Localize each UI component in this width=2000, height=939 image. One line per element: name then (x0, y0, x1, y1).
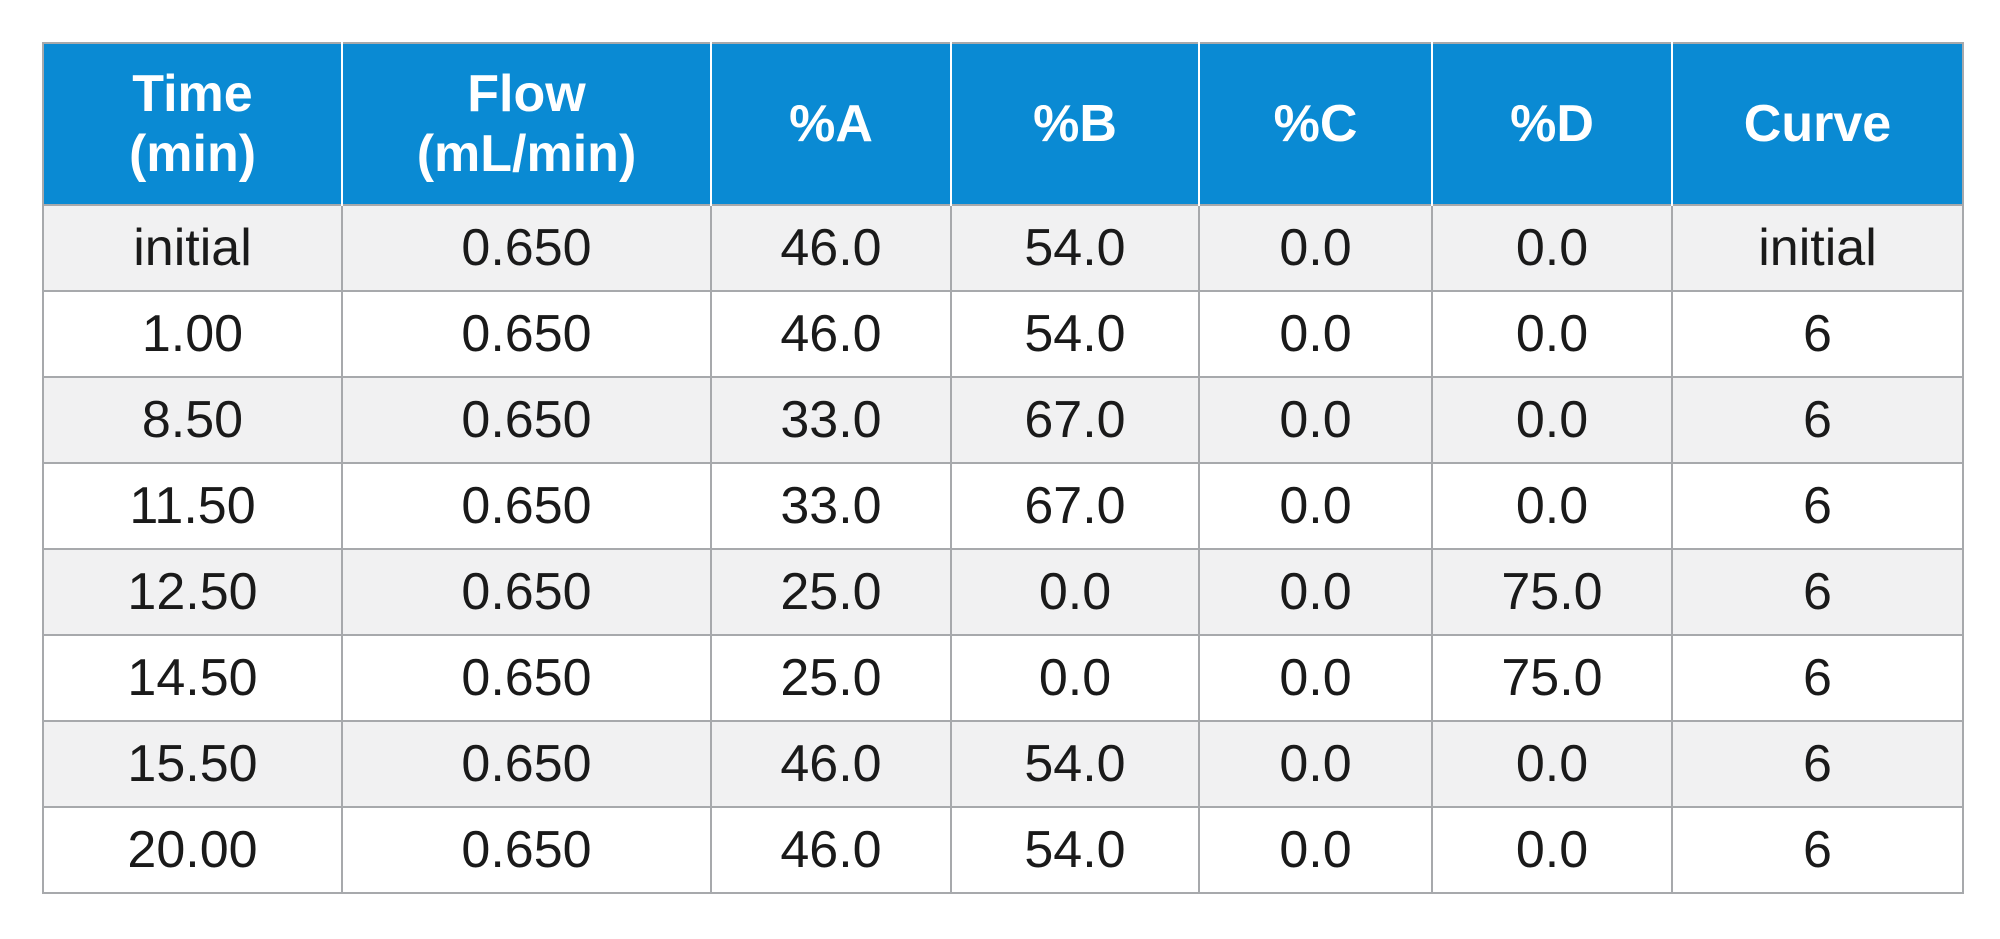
table-row: 11.50 0.650 33.0 67.0 0.0 0.0 6 (42, 462, 1964, 550)
cell-percent-a: 25.0 (710, 548, 952, 636)
cell-percent-a: 46.0 (710, 720, 952, 808)
table-row: 1.00 0.650 46.0 54.0 0.0 0.0 6 (42, 290, 1964, 378)
table-row: 8.50 0.650 33.0 67.0 0.0 0.0 6 (42, 376, 1964, 464)
table-body: initial 0.650 46.0 54.0 0.0 0.0 initial … (42, 204, 1964, 894)
cell-percent-c: 0.0 (1198, 462, 1433, 550)
cell-percent-d: 0.0 (1431, 462, 1673, 550)
cell-percent-d: 0.0 (1431, 806, 1673, 894)
cell-time: 11.50 (42, 462, 343, 550)
header-flow: Flow (mL/min) (341, 43, 712, 205)
cell-percent-b: 67.0 (950, 376, 1200, 464)
header-time: Time (min) (43, 43, 343, 205)
header-curve-label: Curve (1743, 95, 1892, 153)
cell-percent-a: 46.0 (710, 204, 952, 292)
cell-percent-b: 54.0 (950, 290, 1200, 378)
cell-percent-b: 0.0 (950, 548, 1200, 636)
cell-percent-c: 0.0 (1198, 634, 1433, 722)
cell-percent-b: 54.0 (950, 720, 1200, 808)
table-row: initial 0.650 46.0 54.0 0.0 0.0 initial (42, 204, 1964, 292)
header-curve: Curve (1671, 43, 1963, 205)
header-percent-d: %D (1431, 43, 1673, 205)
cell-curve: initial (1671, 204, 1964, 292)
table-header: Time (min) Flow (mL/min) %A %B %C %D (43, 43, 1963, 205)
cell-percent-a: 25.0 (710, 634, 952, 722)
cell-curve: 6 (1671, 548, 1964, 636)
table-row: 14.50 0.650 25.0 0.0 0.0 75.0 6 (42, 634, 1964, 722)
cell-percent-a: 33.0 (710, 376, 952, 464)
header-flow-unit: (mL/min) (416, 125, 637, 183)
gradient-table: Time (min) Flow (mL/min) %A %B %C %D (42, 42, 1964, 894)
cell-curve: 6 (1671, 806, 1964, 894)
header-percent-b-label: %B (1033, 95, 1117, 153)
cell-time: 15.50 (42, 720, 343, 808)
cell-percent-c: 0.0 (1198, 548, 1433, 636)
cell-time: 14.50 (42, 634, 343, 722)
cell-percent-d: 0.0 (1431, 376, 1673, 464)
cell-percent-c: 0.0 (1198, 204, 1433, 292)
header-flow-label: Flow (467, 65, 586, 123)
cell-time: 12.50 (42, 548, 343, 636)
cell-flow: 0.650 (341, 720, 712, 808)
cell-time: 20.00 (42, 806, 343, 894)
cell-percent-d: 0.0 (1431, 720, 1673, 808)
cell-flow: 0.650 (341, 634, 712, 722)
cell-percent-b: 54.0 (950, 806, 1200, 894)
cell-percent-a: 46.0 (710, 290, 952, 378)
cell-percent-b: 0.0 (950, 634, 1200, 722)
cell-percent-d: 75.0 (1431, 548, 1673, 636)
header-time-label: Time (132, 65, 253, 123)
header-percent-c-label: %C (1273, 95, 1358, 153)
cell-percent-b: 54.0 (950, 204, 1200, 292)
gradient-table-container: Time (min) Flow (mL/min) %A %B %C %D (42, 42, 1964, 894)
table-row: 20.00 0.650 46.0 54.0 0.0 0.0 6 (42, 806, 1964, 894)
cell-curve: 6 (1671, 376, 1964, 464)
header-percent-c: %C (1198, 43, 1433, 205)
cell-percent-c: 0.0 (1198, 806, 1433, 894)
cell-percent-d: 0.0 (1431, 204, 1673, 292)
cell-percent-a: 33.0 (710, 462, 952, 550)
header-percent-b: %B (950, 43, 1200, 205)
cell-percent-c: 0.0 (1198, 720, 1433, 808)
cell-curve: 6 (1671, 720, 1964, 808)
cell-time: 1.00 (42, 290, 343, 378)
header-percent-d-label: %D (1510, 95, 1594, 153)
cell-flow: 0.650 (341, 806, 712, 894)
header-row: Time (min) Flow (mL/min) %A %B %C %D (43, 43, 1963, 205)
table-row: 15.50 0.650 46.0 54.0 0.0 0.0 6 (42, 720, 1964, 808)
header-time-unit: (min) (128, 125, 257, 183)
cell-percent-d: 0.0 (1431, 290, 1673, 378)
cell-percent-d: 75.0 (1431, 634, 1673, 722)
header-percent-a: %A (710, 43, 952, 205)
cell-percent-c: 0.0 (1198, 376, 1433, 464)
cell-flow: 0.650 (341, 376, 712, 464)
cell-curve: 6 (1671, 290, 1964, 378)
cell-flow: 0.650 (341, 204, 712, 292)
cell-flow: 0.650 (341, 462, 712, 550)
cell-flow: 0.650 (341, 548, 712, 636)
cell-percent-b: 67.0 (950, 462, 1200, 550)
cell-flow: 0.650 (341, 290, 712, 378)
cell-curve: 6 (1671, 462, 1964, 550)
cell-curve: 6 (1671, 634, 1964, 722)
cell-time: 8.50 (42, 376, 343, 464)
header-percent-a-label: %A (789, 95, 873, 153)
table-row: 12.50 0.650 25.0 0.0 0.0 75.0 6 (42, 548, 1964, 636)
cell-percent-a: 46.0 (710, 806, 952, 894)
cell-percent-c: 0.0 (1198, 290, 1433, 378)
cell-time: initial (42, 204, 343, 292)
